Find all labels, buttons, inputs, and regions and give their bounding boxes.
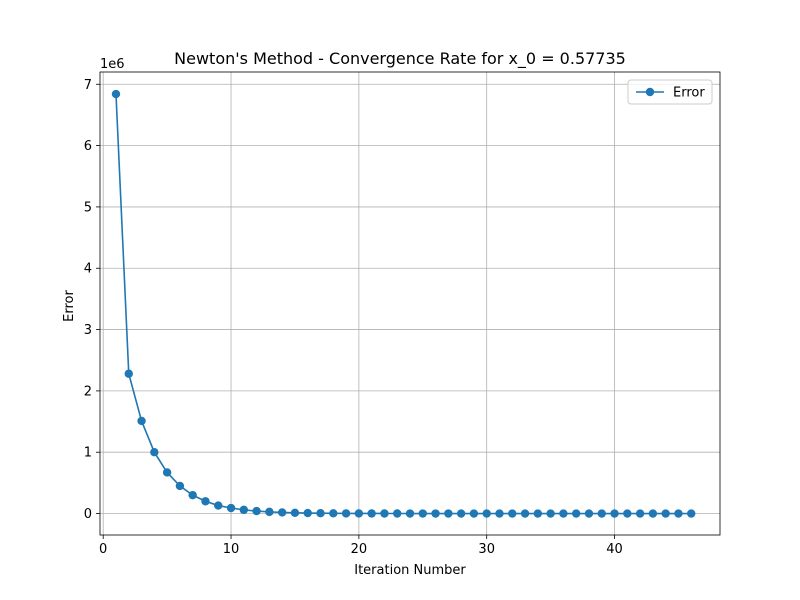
data-point xyxy=(329,509,338,518)
y-tick-label: 6 xyxy=(84,139,92,154)
y-tick-label: 1 xyxy=(84,446,92,461)
data-point xyxy=(495,509,504,518)
data-point xyxy=(674,509,683,518)
y-tick-label: 5 xyxy=(84,200,92,215)
data-point xyxy=(661,509,670,518)
data-point xyxy=(124,369,133,378)
y-tick-label: 4 xyxy=(84,262,92,277)
data-point xyxy=(303,508,312,518)
data-point xyxy=(520,509,530,518)
data-point xyxy=(533,509,543,518)
data-point xyxy=(405,509,415,518)
series-layer xyxy=(111,89,696,518)
x-tick-label: 0 xyxy=(99,542,107,557)
axes-frame xyxy=(99,71,721,536)
data-point xyxy=(175,481,185,491)
series-line xyxy=(115,94,692,515)
data-point xyxy=(610,509,619,518)
y-tick-label: 0 xyxy=(84,507,92,522)
data-point xyxy=(252,506,261,516)
x-tick-label: 20 xyxy=(351,542,368,557)
legend: Error xyxy=(627,79,713,105)
grid xyxy=(100,72,720,535)
x-tick-label: 10 xyxy=(223,542,240,557)
x-tick-label: 30 xyxy=(478,542,495,557)
data-point xyxy=(316,509,325,518)
y-tick-label: 7 xyxy=(84,78,92,93)
x-axis-label: Iteration Number xyxy=(354,563,466,578)
data-point xyxy=(265,507,274,517)
data-point xyxy=(687,509,696,518)
data-point xyxy=(508,509,517,518)
data-point xyxy=(341,509,351,518)
legend-marker xyxy=(645,87,655,97)
chart-title: Newton's Method - Convergence Rate for x… xyxy=(174,49,626,69)
legend-box xyxy=(627,79,713,105)
data-point xyxy=(597,509,606,518)
axes: 0 10 20 30 40 0 1 2 3 4 5 6 7 xyxy=(84,71,721,557)
y-tick-label: 2 xyxy=(84,384,92,399)
data-point xyxy=(431,509,440,518)
data-point xyxy=(277,508,287,517)
data-point xyxy=(188,490,197,500)
data-point xyxy=(648,509,658,518)
data-point xyxy=(137,416,146,426)
data-point xyxy=(456,509,466,518)
data-point xyxy=(111,89,121,99)
data-point xyxy=(354,509,364,518)
data-point xyxy=(571,509,581,518)
data-point xyxy=(559,509,568,518)
x-tick-label: 40 xyxy=(606,542,623,557)
data-point xyxy=(469,509,479,518)
y-axis-offset-label: 1e6 xyxy=(100,57,125,72)
data-point xyxy=(214,501,223,510)
y-tick-label: 3 xyxy=(84,323,92,338)
y-axis-label: Error xyxy=(62,290,77,322)
data-point xyxy=(635,509,645,518)
data-point xyxy=(444,509,453,518)
data-point xyxy=(418,509,427,518)
data-point xyxy=(162,468,172,477)
data-point xyxy=(367,509,376,518)
data-point xyxy=(380,509,389,518)
data-point xyxy=(546,509,555,518)
data-point xyxy=(226,503,236,513)
data-point xyxy=(201,497,210,506)
data-point xyxy=(393,509,402,518)
data-point xyxy=(482,509,491,518)
data-point xyxy=(150,448,159,457)
data-point xyxy=(290,508,300,518)
data-point xyxy=(239,505,249,515)
data-point xyxy=(623,509,632,518)
legend-label: Error xyxy=(673,86,705,101)
data-point xyxy=(584,509,594,518)
